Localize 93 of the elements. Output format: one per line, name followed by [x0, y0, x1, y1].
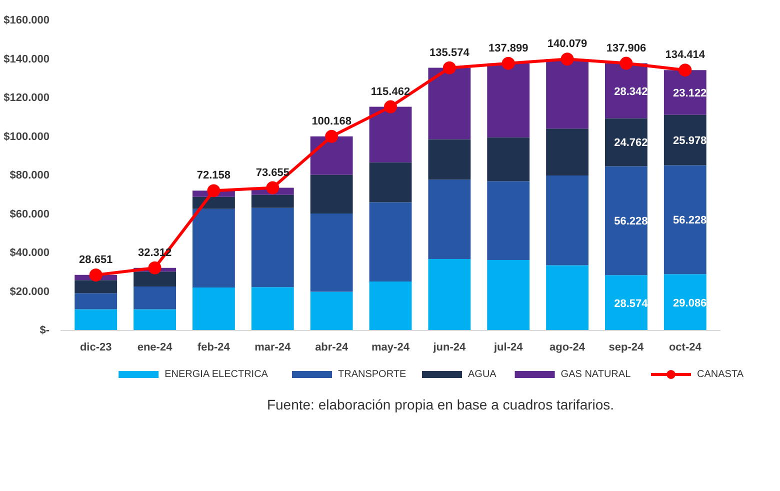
- legend-label: CANASTA: [697, 369, 744, 380]
- data-label: 72.158: [196, 170, 231, 182]
- y-tick-label: $20.000: [10, 286, 50, 298]
- bar: [251, 208, 294, 288]
- y-tick-label: $80.000: [10, 170, 50, 182]
- bar: [192, 287, 235, 330]
- bar: [605, 166, 648, 276]
- bar: [605, 275, 648, 330]
- data-label: 23.122: [673, 87, 707, 100]
- bar: [487, 137, 530, 182]
- y-tick-label: $160.000: [4, 14, 50, 26]
- x-tick-label: jul-24: [492, 342, 524, 354]
- point: [207, 184, 220, 198]
- legend-label: TRANSPORTE: [338, 369, 406, 380]
- bar: [251, 287, 294, 330]
- point: [442, 61, 456, 74]
- legend-label: ENERGIA ELECTRICA: [164, 369, 268, 380]
- bar: [74, 280, 118, 294]
- source-note: Fuente: elaboración propia en base a cuadros tarifarios.: [266, 396, 614, 412]
- data-label: 135.574: [430, 46, 470, 59]
- x-tick-label: mar-24: [254, 342, 292, 354]
- data-label: 137.906: [606, 42, 646, 54]
- x-tick-label: ago-24: [550, 342, 586, 354]
- legend-label: AGUA: [468, 369, 497, 380]
- bar: [428, 180, 471, 260]
- bar: [487, 181, 530, 260]
- point: [89, 268, 102, 282]
- bar: [369, 202, 412, 282]
- bar: [74, 293, 118, 310]
- bar: [487, 260, 530, 330]
- data-label: 56.228: [673, 214, 707, 227]
- data-label: 134.414: [665, 49, 706, 62]
- data-label: 28.651: [79, 254, 113, 266]
- bar: [428, 139, 471, 180]
- bar: [664, 274, 706, 330]
- bar: [487, 63, 530, 138]
- x-tick-label: feb-24: [198, 342, 231, 354]
- y-tick-label: $-: [40, 324, 50, 336]
- legend-label: GAS NATURAL: [560, 369, 632, 380]
- data-label: 28.574: [614, 298, 649, 310]
- point: [266, 181, 280, 194]
- bar: [192, 208, 235, 288]
- bar: [546, 59, 588, 129]
- data-label: 24.762: [614, 137, 648, 150]
- bar: [251, 194, 294, 208]
- data-label: 73.655: [256, 166, 290, 179]
- data-label: 56.228: [614, 216, 648, 228]
- y-tick-label: $40.000: [10, 247, 50, 259]
- bar: [134, 272, 176, 287]
- x-tick-label: oct-24: [668, 342, 702, 354]
- data-label: 137.899: [488, 42, 528, 54]
- bar: [310, 174, 353, 214]
- y-tick-label: $120.000: [4, 92, 50, 104]
- bar: [310, 213, 353, 292]
- bar: [664, 165, 706, 274]
- point: [502, 56, 515, 70]
- y-tick-label: $100.000: [4, 130, 50, 143]
- data-label: 100.168: [312, 115, 352, 128]
- bar: [546, 265, 588, 330]
- y-tick-label: $140.000: [4, 53, 50, 66]
- bar: [192, 196, 235, 209]
- bar: [134, 309, 176, 330]
- data-label: 115.462: [370, 86, 410, 98]
- y-tick-label: $60.000: [10, 208, 50, 220]
- bar: [428, 68, 471, 140]
- x-tick-label: dic-23: [80, 342, 112, 354]
- bar: [546, 128, 588, 176]
- point: [560, 52, 574, 66]
- bar: [369, 106, 412, 162]
- point: [325, 130, 338, 143]
- bar: [428, 259, 471, 330]
- data-label: 28.342: [614, 86, 648, 98]
- data-label: 25.978: [673, 135, 707, 148]
- data-label: 29.086: [673, 297, 707, 310]
- bar: [369, 281, 412, 330]
- bar: [74, 309, 118, 330]
- x-tick-label: may-24: [372, 342, 410, 354]
- point: [620, 56, 633, 70]
- x-tick-label: ene-24: [137, 342, 174, 354]
- bar: [310, 136, 353, 175]
- bar: [664, 114, 706, 166]
- data-label: 140.079: [547, 38, 588, 50]
- point: [384, 100, 397, 114]
- x-tick-label: abr-24: [315, 342, 349, 354]
- x-tick-label: jun-24: [432, 342, 467, 354]
- bar: [134, 286, 176, 310]
- point: [678, 64, 692, 77]
- bar: [310, 292, 353, 330]
- bar: [369, 162, 412, 202]
- bar: [605, 118, 648, 166]
- x-tick-label: sep-24: [608, 342, 645, 354]
- point: [148, 261, 162, 274]
- bar: [546, 176, 588, 266]
